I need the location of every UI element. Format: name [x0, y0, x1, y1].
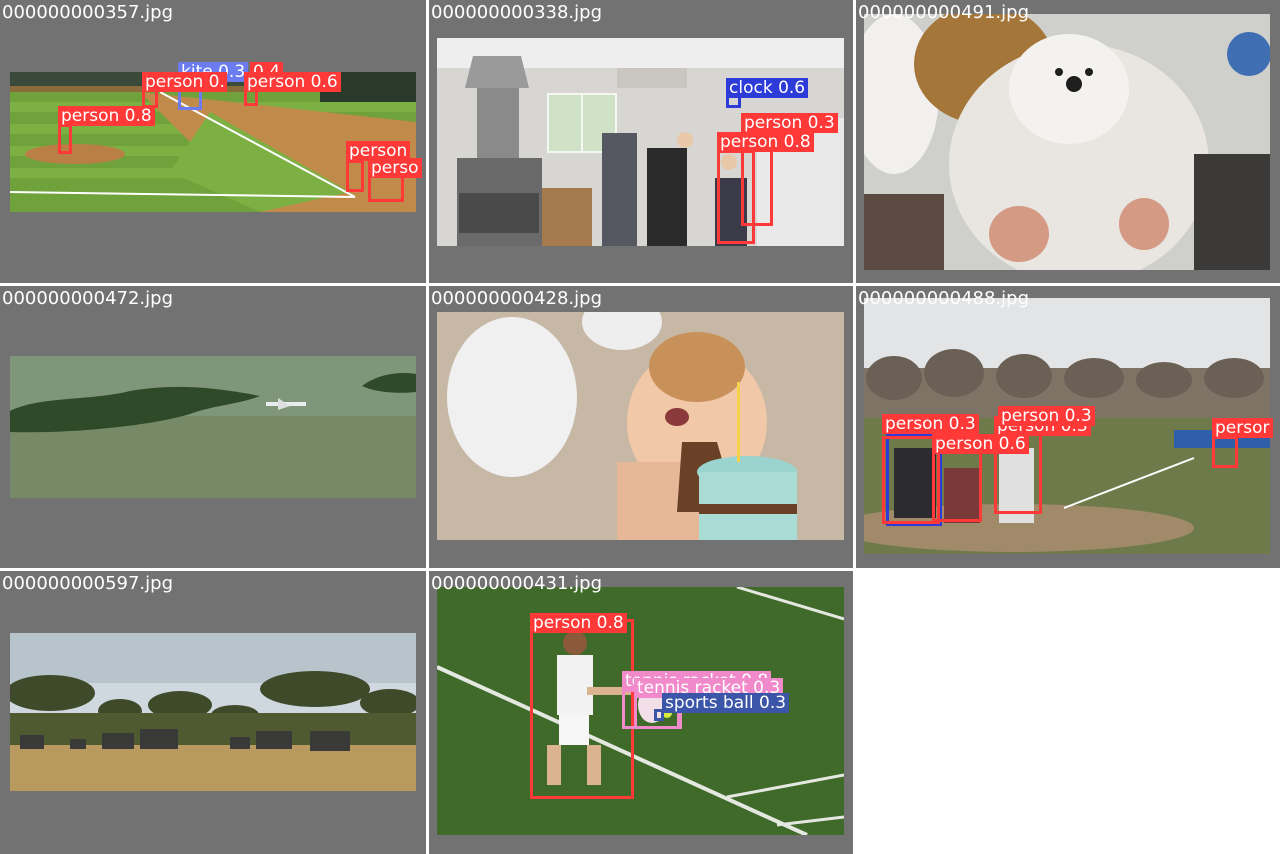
detection-label-person: person 0.8 — [58, 106, 155, 126]
detection-label-person: persor — [1212, 418, 1273, 438]
tile-filename: 000000000472.jpg — [2, 288, 173, 309]
mosaic-tile-428: 000000000428.jpg — [429, 286, 853, 568]
detection-box-person — [58, 124, 72, 154]
elephants-savanna-photo — [10, 633, 416, 791]
mosaic-tile-357: 000000000357.jpg kite 0.3 person 0. 0.4 … — [0, 0, 426, 283]
detection-box-person — [717, 150, 755, 244]
detection-box-person — [932, 450, 982, 522]
tile-filename: 000000000428.jpg — [431, 288, 602, 309]
baby-birthday-photo — [437, 312, 844, 540]
tile-filename: 000000000357.jpg — [2, 2, 173, 23]
detection-label-person: person 0.8 — [530, 613, 627, 633]
detection-label-sports-ball: sports ball 0.3 — [662, 693, 790, 713]
tile-filename: 000000000338.jpg — [431, 2, 602, 23]
mosaic-tile-338: 000000000338.jpg clock 0.6 person 0.3 pe… — [429, 0, 853, 283]
airplane-lake-photo — [10, 356, 416, 498]
detection-box-person — [1212, 436, 1238, 468]
detection-box-person — [346, 160, 364, 192]
detection-box-person — [886, 434, 942, 526]
mosaic-tile-472: 000000000472.jpg — [0, 286, 426, 568]
detection-label-clock: clock 0.6 — [726, 78, 809, 98]
detection-label-person: person 0.6 — [932, 434, 1029, 454]
tile-filename: 000000000597.jpg — [2, 573, 173, 594]
mosaic-tile-597: 000000000597.jpg — [0, 571, 426, 854]
detection-label-person: person 0.3 — [882, 414, 979, 434]
detection-label-person: person 0.8 — [717, 132, 814, 152]
tile-filename: 000000000431.jpg — [431, 573, 602, 594]
mosaic-tile-431: 000000000431.jpg person 0.8 tennis racke… — [429, 571, 853, 854]
detection-box-sports-ball — [654, 709, 664, 721]
mosaic-tile-488: 000000000488.jpg person 0.3 person 0.3 p… — [856, 286, 1280, 568]
detection-label-person: person 0.6 — [244, 72, 341, 92]
detection-box-person — [882, 436, 940, 524]
detection-box-person — [530, 619, 634, 799]
tile-filename: 000000000488.jpg — [858, 288, 1029, 309]
detection-label-person: person 0.3 — [741, 113, 838, 133]
teddy-bear-photo — [864, 14, 1270, 270]
detection-label-person: perso — [368, 158, 422, 178]
detection-label-person: person — [346, 141, 411, 161]
mosaic-tile-491: 000000000491.jpg — [856, 0, 1280, 283]
tile-filename: 000000000491.jpg — [858, 2, 1029, 23]
detection-label-person: person 0.3 — [998, 406, 1095, 426]
detection-label-person: person 0. — [142, 72, 227, 92]
